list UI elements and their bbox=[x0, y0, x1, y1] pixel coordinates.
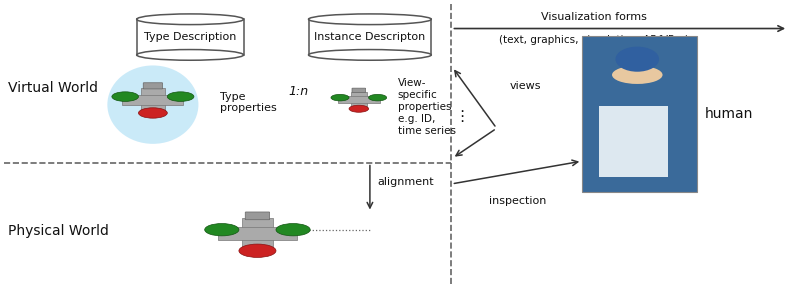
FancyBboxPatch shape bbox=[309, 19, 431, 55]
FancyBboxPatch shape bbox=[246, 212, 270, 220]
FancyBboxPatch shape bbox=[143, 83, 162, 89]
Circle shape bbox=[112, 92, 138, 101]
Text: View-
specific
properties
e.g. ID,
time series: View- specific properties e.g. ID, time … bbox=[398, 78, 456, 136]
Circle shape bbox=[612, 66, 662, 84]
FancyBboxPatch shape bbox=[242, 218, 273, 249]
Text: Virtual World: Virtual World bbox=[8, 82, 98, 95]
Text: Visualization forms: Visualization forms bbox=[541, 12, 647, 22]
Text: human: human bbox=[705, 107, 754, 121]
Circle shape bbox=[331, 94, 349, 101]
Text: Type Description: Type Description bbox=[144, 32, 236, 42]
FancyBboxPatch shape bbox=[218, 228, 297, 240]
Text: (text, graphics, simulation, AR/VR...): (text, graphics, simulation, AR/VR...) bbox=[499, 35, 689, 45]
Circle shape bbox=[349, 105, 369, 112]
FancyBboxPatch shape bbox=[582, 36, 697, 192]
Text: Physical World: Physical World bbox=[8, 224, 109, 238]
Ellipse shape bbox=[309, 14, 431, 24]
Circle shape bbox=[167, 92, 194, 101]
Circle shape bbox=[138, 108, 167, 118]
Circle shape bbox=[205, 223, 239, 236]
Ellipse shape bbox=[137, 50, 243, 60]
FancyBboxPatch shape bbox=[137, 19, 243, 55]
FancyBboxPatch shape bbox=[350, 92, 367, 108]
FancyBboxPatch shape bbox=[338, 96, 379, 103]
FancyBboxPatch shape bbox=[352, 88, 366, 92]
Text: views: views bbox=[510, 81, 541, 90]
Text: 1:n: 1:n bbox=[289, 85, 309, 98]
Circle shape bbox=[239, 244, 276, 257]
FancyBboxPatch shape bbox=[599, 106, 668, 177]
Circle shape bbox=[276, 223, 310, 236]
FancyBboxPatch shape bbox=[141, 88, 165, 112]
Text: Type
properties: Type properties bbox=[220, 92, 277, 113]
Text: Instance Descripton: Instance Descripton bbox=[314, 32, 426, 42]
FancyBboxPatch shape bbox=[122, 95, 183, 105]
Text: inspection: inspection bbox=[489, 196, 546, 206]
Ellipse shape bbox=[107, 65, 198, 144]
Ellipse shape bbox=[615, 47, 659, 72]
Text: ⋮: ⋮ bbox=[454, 109, 470, 124]
Circle shape bbox=[369, 94, 386, 101]
Ellipse shape bbox=[137, 14, 243, 24]
Text: alignment: alignment bbox=[378, 177, 434, 187]
Ellipse shape bbox=[309, 50, 431, 60]
